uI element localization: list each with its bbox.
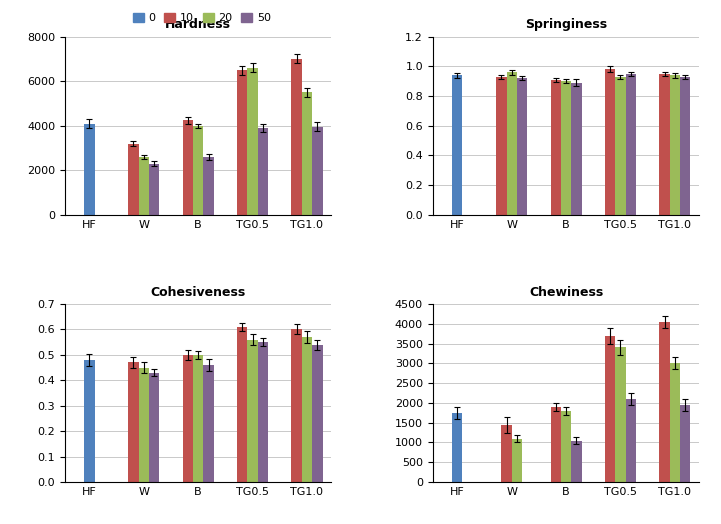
Bar — [605, 69, 615, 215]
Bar — [84, 124, 94, 215]
Bar — [258, 342, 268, 482]
Bar — [203, 365, 213, 482]
Bar — [551, 80, 561, 215]
Bar — [452, 413, 462, 482]
Bar — [551, 407, 561, 482]
Bar — [670, 363, 680, 482]
Bar — [182, 355, 193, 482]
Bar — [615, 77, 626, 215]
Title: Cohesiveness: Cohesiveness — [151, 286, 246, 299]
Bar — [193, 126, 203, 215]
Legend: 0, 10, 20, 50: 0, 10, 20, 50 — [128, 8, 275, 27]
Bar — [312, 345, 322, 482]
Bar — [501, 424, 512, 482]
Bar — [680, 77, 691, 215]
Bar — [128, 144, 138, 215]
Bar — [615, 347, 626, 482]
Bar — [626, 399, 636, 482]
Bar — [247, 340, 258, 482]
Bar — [247, 68, 258, 215]
Bar — [138, 157, 149, 215]
Bar — [237, 327, 247, 482]
Bar — [302, 92, 312, 215]
Bar — [312, 127, 322, 215]
Bar — [496, 77, 506, 215]
Bar — [517, 78, 527, 215]
Bar — [680, 405, 691, 482]
Bar — [626, 74, 636, 215]
Bar — [561, 81, 571, 215]
Title: Chewiness: Chewiness — [529, 286, 603, 299]
Bar — [660, 322, 670, 482]
Bar — [605, 335, 615, 482]
Bar — [128, 363, 138, 482]
Title: Springiness: Springiness — [525, 18, 607, 31]
Bar — [571, 83, 582, 215]
Bar — [149, 373, 159, 482]
Title: Hardness: Hardness — [165, 18, 231, 31]
Bar — [149, 163, 159, 215]
Bar — [512, 439, 522, 482]
Bar — [291, 59, 302, 215]
Bar — [138, 367, 149, 482]
Bar — [452, 75, 462, 215]
Bar — [203, 157, 213, 215]
Bar — [660, 74, 670, 215]
Bar — [258, 128, 268, 215]
Bar — [571, 441, 582, 482]
Bar — [193, 355, 203, 482]
Bar — [670, 75, 680, 215]
Bar — [302, 337, 312, 482]
Bar — [237, 70, 247, 215]
Bar — [182, 120, 193, 215]
Bar — [561, 411, 571, 482]
Bar — [291, 330, 302, 482]
Bar — [84, 360, 94, 482]
Bar — [506, 72, 517, 215]
